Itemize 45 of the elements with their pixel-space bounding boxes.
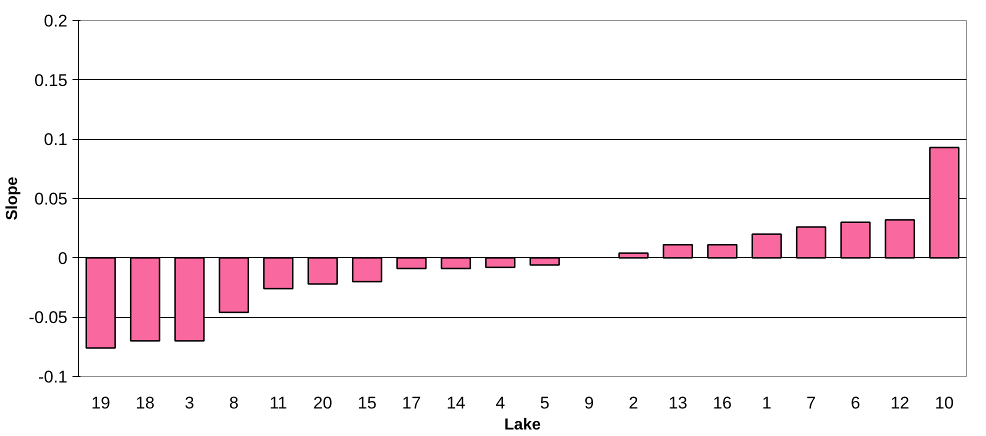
y-tick-label: 0.05 [34, 190, 68, 208]
bar [752, 233, 782, 259]
x-tick-label: 9 [584, 394, 594, 412]
x-tick-label: 12 [890, 394, 910, 412]
bar [840, 221, 871, 259]
x-tick-label: 3 [184, 394, 194, 412]
x-tick-label: 14 [446, 394, 466, 412]
bar [396, 257, 427, 270]
bar [530, 257, 560, 266]
x-tick-label: 15 [358, 394, 377, 412]
bar [263, 257, 294, 290]
y-tick-label: -0.05 [28, 308, 68, 328]
x-tick-label: 5 [540, 394, 550, 412]
bar [618, 252, 649, 259]
x-tick-label: 7 [806, 394, 816, 412]
y-tick-label: 0.1 [44, 130, 68, 150]
bar [662, 244, 694, 259]
y-tick-label: 0.2 [44, 12, 68, 30]
bar [796, 226, 826, 259]
x-tick-label: 13 [668, 394, 688, 412]
y-tick-label: -0.1 [38, 368, 68, 386]
bar [707, 244, 738, 259]
x-tick-label: 2 [628, 394, 638, 412]
bar [485, 257, 516, 268]
bar [308, 257, 338, 285]
bar [929, 146, 960, 259]
x-tick-label: 20 [313, 394, 332, 412]
x-tick-label: 16 [712, 394, 732, 412]
bar [884, 219, 916, 259]
y-tick-label: 0.15 [34, 70, 68, 90]
x-tick-label: 10 [934, 394, 954, 412]
bar [440, 257, 472, 270]
x-tick-label: 18 [136, 394, 155, 412]
bar [218, 257, 250, 314]
x-tick-label: 8 [229, 394, 239, 412]
x-axis-title: Lake [504, 416, 541, 434]
x-tick-label: 17 [402, 394, 421, 412]
x-tick-label: 1 [762, 394, 772, 412]
y-tick-label: 0 [58, 248, 68, 268]
y-axis-title: Slope [4, 176, 21, 220]
bar [352, 257, 382, 282]
x-tick-label: 6 [850, 394, 860, 412]
x-tick-label: 11 [269, 394, 288, 412]
x-tick-label: 19 [91, 394, 110, 412]
x-tick-label: 4 [496, 394, 506, 412]
